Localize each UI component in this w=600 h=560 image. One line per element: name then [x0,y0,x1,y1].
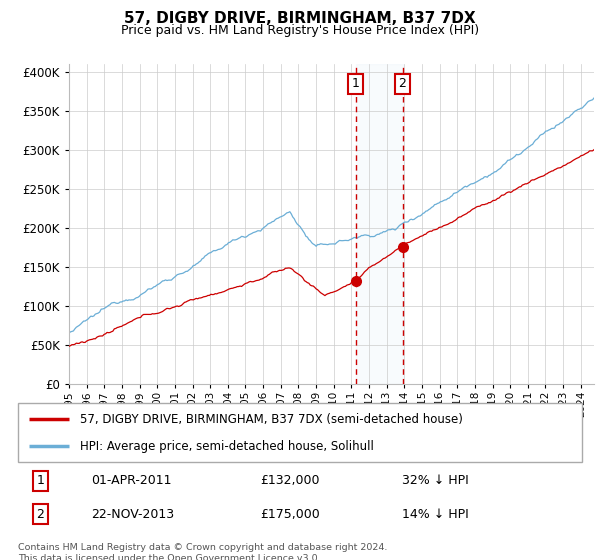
Text: Price paid vs. HM Land Registry's House Price Index (HPI): Price paid vs. HM Land Registry's House … [121,24,479,36]
Text: £175,000: £175,000 [260,508,320,521]
Bar [356,64,403,384]
Text: 01-APR-2011: 01-APR-2011 [91,474,172,487]
Text: 14% ↓ HPI: 14% ↓ HPI [401,508,468,521]
Text: 1: 1 [37,474,44,487]
Text: 22-NOV-2013: 22-NOV-2013 [91,508,175,521]
Text: 57, DIGBY DRIVE, BIRMINGHAM, B37 7DX (semi-detached house): 57, DIGBY DRIVE, BIRMINGHAM, B37 7DX (se… [80,413,463,426]
Text: 32% ↓ HPI: 32% ↓ HPI [401,474,468,487]
Text: Contains HM Land Registry data © Crown copyright and database right 2024.
This d: Contains HM Land Registry data © Crown c… [18,543,388,560]
Text: HPI: Average price, semi-detached house, Solihull: HPI: Average price, semi-detached house,… [80,440,374,452]
Text: 1: 1 [352,77,360,90]
Text: 2: 2 [398,77,406,90]
FancyBboxPatch shape [18,403,582,462]
Text: £132,000: £132,000 [260,474,320,487]
Text: 2: 2 [37,508,44,521]
Text: 57, DIGBY DRIVE, BIRMINGHAM, B37 7DX: 57, DIGBY DRIVE, BIRMINGHAM, B37 7DX [124,11,476,26]
